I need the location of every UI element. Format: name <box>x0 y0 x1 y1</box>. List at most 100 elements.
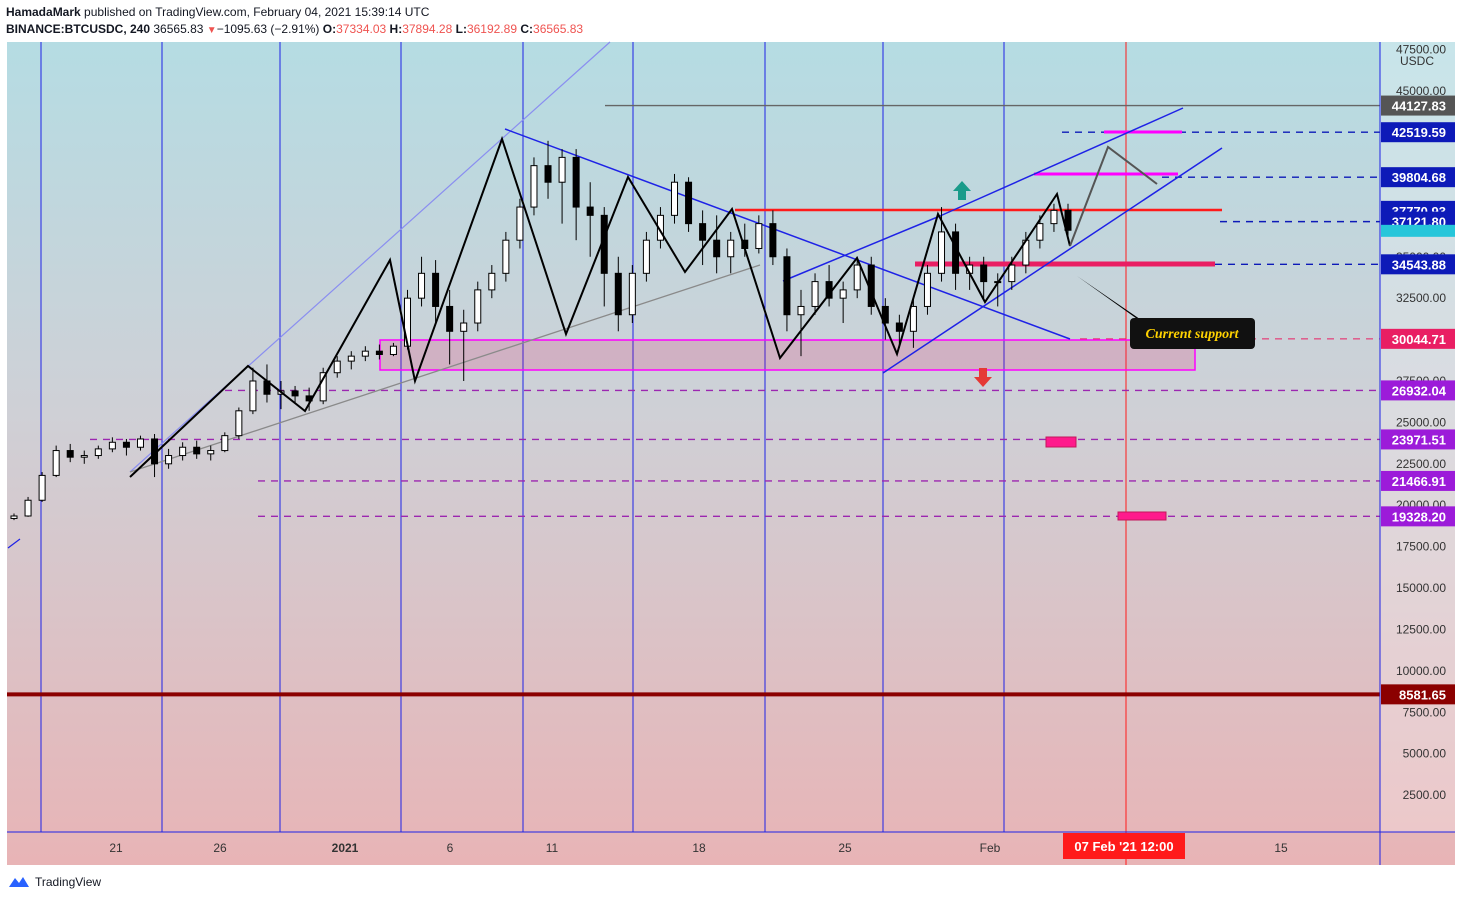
price-tag-label: 44127.83 <box>1392 99 1446 114</box>
candle-body <box>94 448 102 457</box>
candle-body <box>207 450 215 455</box>
small-blue-line <box>7 538 21 549</box>
target-box-1 <box>1045 436 1077 448</box>
candle-body <box>544 165 552 183</box>
price-tag <box>1381 429 1455 450</box>
candle-body <box>895 322 903 332</box>
current-time-tag <box>1063 833 1185 859</box>
y-tick-label: 45000.00 <box>1396 84 1446 98</box>
price-tag-label: 30044.71 <box>1392 332 1446 347</box>
candle-body <box>642 239 650 274</box>
candle-body <box>783 256 791 316</box>
y-tick-label: 17500.00 <box>1396 540 1446 554</box>
price-tag <box>1381 254 1455 275</box>
candle-body <box>319 372 327 402</box>
candle-body <box>685 181 693 225</box>
channel-lower-line <box>882 147 1223 374</box>
candle-body <box>80 455 88 458</box>
price-tag <box>1381 380 1455 401</box>
candle-body <box>418 272 426 299</box>
price-tag-label: 23971.51 <box>1392 432 1446 447</box>
candle-body <box>488 272 496 291</box>
low-label: L: <box>455 22 467 36</box>
support-zone-box <box>379 339 1196 371</box>
candle-body <box>249 380 257 412</box>
candle-body <box>38 474 46 501</box>
candle-body <box>361 350 369 357</box>
candle-body <box>221 435 229 452</box>
long-trend-line <box>129 41 611 473</box>
candle-body <box>1064 209 1072 231</box>
high-value: 37894.28 <box>402 22 453 36</box>
y-tick-label: 7500.00 <box>1403 705 1447 719</box>
candle-body <box>108 441 116 450</box>
high-label: H: <box>389 22 403 36</box>
footer-brand: TradingView <box>35 875 102 889</box>
low-value: 36192.89 <box>466 22 517 36</box>
x-tick-label: 21 <box>109 841 123 855</box>
candle-body <box>755 223 763 249</box>
candle-body <box>516 206 524 241</box>
price-tag-label: 42519.59 <box>1392 125 1446 140</box>
candle-body <box>460 322 468 332</box>
candle-body <box>1036 223 1044 241</box>
candle-body <box>24 499 32 517</box>
candle-body <box>797 305 805 316</box>
x-tick-label: 11 <box>546 841 559 855</box>
candle-body <box>291 390 299 397</box>
price-tag <box>1381 470 1455 491</box>
candle-body <box>1050 209 1058 225</box>
candle-body <box>66 450 74 458</box>
channel-upper-line <box>939 107 1184 217</box>
tradingview-logo-icon <box>9 877 29 887</box>
y-tick-label: 22500.00 <box>1396 457 1446 471</box>
candle-body <box>10 515 18 519</box>
candle-body <box>389 345 397 355</box>
candle-body <box>446 305 454 332</box>
descending-trend-line <box>504 128 1071 340</box>
close-value: 36565.83 <box>533 22 584 36</box>
price-tag <box>1381 167 1455 188</box>
price-tag-label: 39804.68 <box>1392 170 1446 185</box>
candle-body <box>938 231 946 274</box>
last-price: 36565.83 <box>153 22 204 36</box>
x-tick-label: 15 <box>1274 841 1288 855</box>
y-tick-label: 5000.00 <box>1403 747 1447 761</box>
x-tick-label: 2021 <box>332 841 359 855</box>
price-tag-label: 21466.91 <box>1392 474 1446 489</box>
candle-body <box>558 156 566 183</box>
candle-body <box>923 272 931 307</box>
chart-background <box>7 42 1455 865</box>
open-label: O: <box>322 22 337 36</box>
candle-body <box>179 446 187 457</box>
candle-body <box>530 165 538 208</box>
price-tag-label: 34543.88 <box>1392 257 1446 272</box>
candle-body <box>881 305 889 324</box>
candle-body <box>671 181 679 216</box>
target-box-2 <box>1117 511 1167 521</box>
price-tag <box>1381 328 1455 349</box>
publisher-name: HamadaMark <box>6 5 81 19</box>
tradingview-footer[interactable]: TradingView <box>8 875 101 889</box>
last-price-tag <box>1381 224 1455 237</box>
candle-body <box>122 441 130 448</box>
elliott-wave-path <box>129 135 1071 478</box>
candle-body <box>811 281 819 307</box>
open-value: 37334.03 <box>336 22 387 36</box>
down-arrow-icon <box>974 368 992 387</box>
price-tag-label: 26932.04 <box>1392 383 1447 398</box>
candle-body <box>727 239 735 258</box>
symbol-info: BINANCE:BTCUSDC, 240 36565.83 ▼−1095.63 … <box>6 22 583 36</box>
publish-info: HamadaMark published on TradingView.com,… <box>6 5 429 19</box>
y-tick-label: 10000.00 <box>1396 664 1446 678</box>
candle-body <box>699 223 707 241</box>
candle-body <box>853 264 861 291</box>
close-label: C: <box>520 22 534 36</box>
y-tick-label: 32500.00 <box>1396 291 1446 305</box>
y-tick-label: 25000.00 <box>1396 415 1446 429</box>
x-tick-label: 25 <box>838 841 852 855</box>
price-tag <box>1381 684 1455 705</box>
projection-path <box>1069 145 1158 247</box>
price-change: −1095.63 (−2.91%) <box>216 22 320 36</box>
